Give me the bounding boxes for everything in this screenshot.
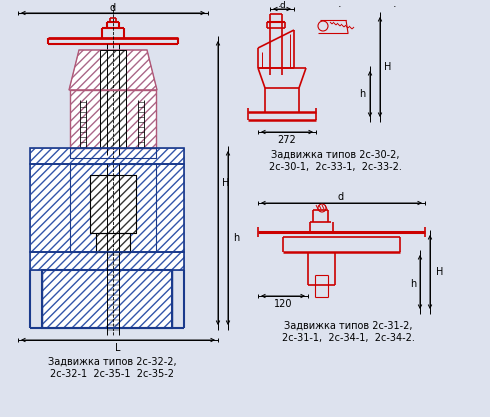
Text: d: d [279, 0, 285, 10]
Bar [30, 252, 184, 270]
Text: H: H [384, 62, 392, 72]
Bar [70, 90, 156, 148]
Bar [100, 50, 126, 148]
Bar [70, 148, 156, 158]
Bar [30, 148, 184, 164]
Bar [100, 50, 126, 148]
Text: Задвижка типов 2с-31-2,: Задвижка типов 2с-31-2, [284, 321, 412, 331]
Bar [70, 148, 156, 158]
Bar [96, 233, 130, 252]
Text: 272: 272 [278, 135, 296, 145]
Bar [30, 164, 184, 252]
Bar [70, 164, 156, 252]
Text: d: d [338, 192, 344, 202]
Text: 2с-32-1  2с-35-1  2с-35-2: 2с-32-1 2с-35-1 2с-35-2 [50, 369, 174, 379]
Text: 2с-31-1,  2с-34-1,  2с-34-2.: 2с-31-1, 2с-34-1, 2с-34-2. [282, 333, 415, 343]
Text: Задвижка типов 2с-32-2,: Задвижка типов 2с-32-2, [48, 357, 176, 367]
Bar [30, 148, 184, 164]
Text: h: h [359, 89, 365, 99]
Bar [42, 270, 172, 328]
Bar [90, 175, 136, 233]
Text: H: H [222, 178, 230, 188]
Bar [90, 175, 136, 233]
Text: 2с-30-1,  2с-33-1,  2с-33-2.: 2с-30-1, 2с-33-1, 2с-33-2. [269, 162, 401, 172]
Text: h: h [233, 233, 239, 243]
Bar [30, 252, 184, 270]
Text: Задвижка типов 2с-30-2,: Задвижка типов 2с-30-2, [271, 150, 399, 160]
Bar [42, 270, 172, 328]
Text: h: h [410, 279, 416, 289]
Text: .: . [338, 0, 342, 9]
Bar [70, 164, 156, 252]
Text: .: . [278, 0, 282, 9]
Text: d: d [110, 3, 116, 13]
Text: L: L [115, 343, 121, 353]
Bar [30, 164, 184, 252]
Text: H: H [436, 267, 443, 277]
Text: 120: 120 [274, 299, 292, 309]
Bar [70, 90, 156, 148]
Text: .: . [393, 0, 397, 9]
Polygon shape [69, 50, 157, 90]
Bar [96, 233, 130, 252]
